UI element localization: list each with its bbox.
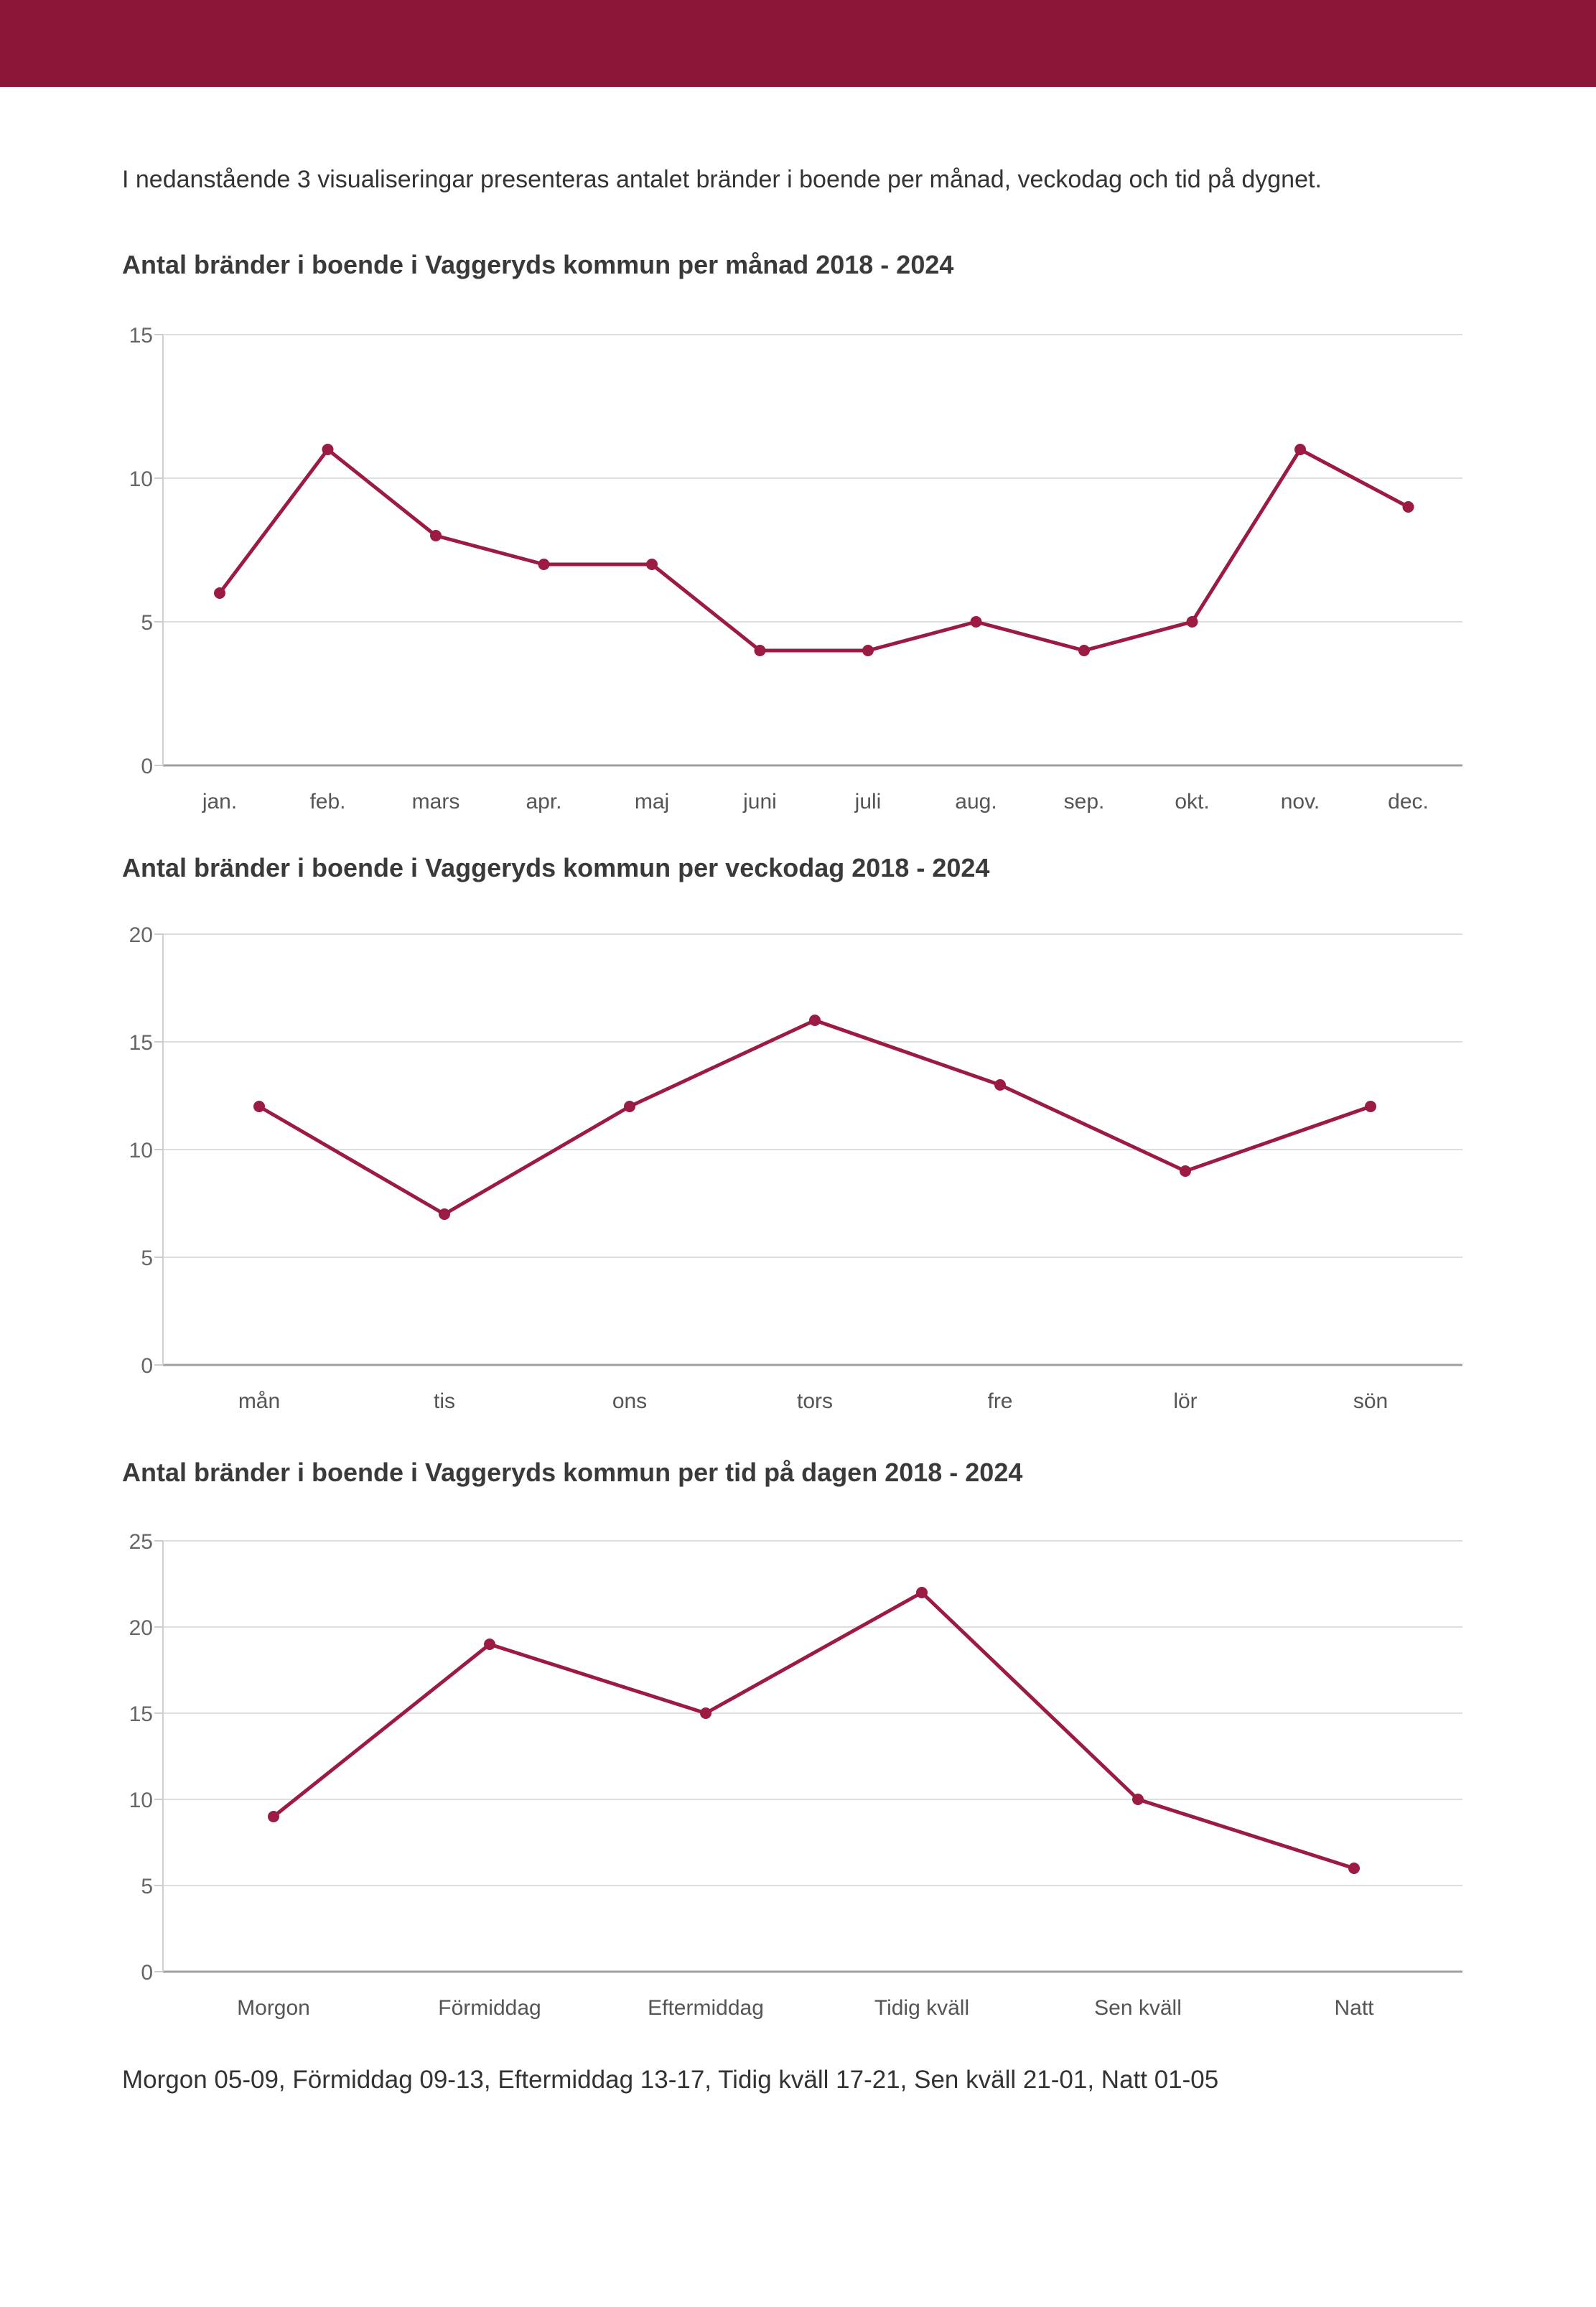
data-point-Tidig kväll[interactable]	[916, 1587, 928, 1598]
series-line	[271, 1590, 1356, 1870]
x-category-label: dec.	[1388, 790, 1429, 814]
data-point-sön[interactable]	[1365, 1101, 1376, 1112]
y-tick-label: 5	[141, 1246, 153, 1270]
chart-title-monthly: Antal bränder i boende i Vaggeryds kommu…	[122, 250, 954, 279]
x-category-label: ons	[612, 1389, 647, 1413]
y-tick-label: 25	[129, 1530, 153, 1554]
chart-title-weekday: Antal bränder i boende i Vaggeryds kommu…	[122, 853, 990, 882]
data-point-mars[interactable]	[430, 530, 442, 541]
y-tick-label: 15	[129, 324, 153, 348]
x-category-label: apr.	[526, 790, 561, 814]
x-category-label: okt.	[1175, 790, 1209, 814]
y-tick-label: 20	[129, 1616, 153, 1640]
x-category-label: sön	[1353, 1389, 1388, 1413]
y-tick-label: 10	[129, 467, 153, 491]
data-point-sep.[interactable]	[1078, 645, 1090, 656]
x-category-label: Eftermiddag	[648, 1996, 764, 2020]
data-point-apr.[interactable]	[538, 559, 550, 570]
x-category-label: Natt	[1334, 1996, 1374, 2020]
data-point-feb.[interactable]	[322, 444, 334, 455]
data-point-okt.[interactable]	[1186, 616, 1198, 628]
data-point-ons[interactable]	[624, 1101, 635, 1112]
y-tick-label: 0	[141, 1961, 153, 1985]
monthly-chart: 0 5 10 15 jan. feb. mars apr. maj juni juli aug. sep…	[129, 324, 1462, 814]
data-point-dec.[interactable]	[1402, 501, 1414, 513]
x-category-label: aug.	[955, 790, 997, 814]
x-category-label: juni	[742, 790, 777, 814]
intro-text: I nedanstående 3 visualiseringar present…	[122, 166, 1322, 193]
data-point-Eftermiddag[interactable]	[700, 1707, 711, 1719]
data-point-juni[interactable]	[754, 645, 766, 656]
data-point-Natt[interactable]	[1348, 1863, 1360, 1874]
y-tick-label: 10	[129, 1139, 153, 1162]
time-ranges-note: Morgon 05-09, Förmiddag 09-13, Eftermidd…	[122, 2066, 1219, 2094]
x-category-label: jan.	[202, 790, 237, 814]
data-point-Morgon[interactable]	[268, 1811, 279, 1822]
data-point-Förmiddag[interactable]	[484, 1639, 495, 1650]
data-point-mån[interactable]	[253, 1101, 265, 1112]
x-category-label: tors	[797, 1389, 833, 1413]
x-category-label: feb.	[309, 790, 345, 814]
data-point-maj[interactable]	[646, 559, 658, 570]
data-point-fre[interactable]	[994, 1079, 1006, 1091]
x-category-label: lör	[1173, 1389, 1197, 1413]
y-tick-label: 5	[141, 611, 153, 635]
y-tick-label: 0	[141, 755, 153, 778]
x-category-label: mars	[412, 790, 460, 814]
x-category-label: Morgon	[237, 1996, 310, 2020]
chart-title-time-of-day: Antal bränder i boende i Vaggeryds kommu…	[122, 1458, 1023, 1487]
y-tick-label: 20	[129, 923, 153, 947]
series-line	[257, 1018, 1373, 1216]
x-category-label: maj	[635, 790, 669, 814]
time-of-day-chart: 0 5 10 15 20 25 Morgon Förmiddag Eftermiddag Tidi…	[129, 1530, 1462, 2020]
data-point-tors[interactable]	[809, 1015, 821, 1026]
series-line	[218, 447, 1410, 653]
data-point-nov.[interactable]	[1294, 444, 1306, 455]
x-category-label: mån	[238, 1389, 280, 1413]
x-category-label: nov.	[1281, 790, 1320, 814]
y-tick-label: 15	[129, 1031, 153, 1055]
data-point-jan.[interactable]	[214, 587, 225, 599]
y-tick-label: 5	[141, 1875, 153, 1898]
x-category-label: Tidig kväll	[874, 1996, 969, 2020]
x-category-label: Förmiddag	[438, 1996, 541, 2020]
x-category-label: fre	[987, 1389, 1012, 1413]
x-category-label: tis	[434, 1389, 455, 1413]
weekday-chart: 0 5 10 15 20 mån tis ons tors fre lör sön	[129, 923, 1462, 1413]
data-point-Sen kväll[interactable]	[1132, 1794, 1144, 1805]
y-tick-label: 10	[129, 1789, 153, 1812]
data-point-juli[interactable]	[862, 645, 874, 656]
x-category-label: Sen kväll	[1094, 1996, 1182, 2020]
x-category-label: juli	[854, 790, 882, 814]
data-point-tis[interactable]	[439, 1208, 450, 1220]
data-point-lör[interactable]	[1180, 1165, 1191, 1177]
x-category-label: sep.	[1064, 790, 1105, 814]
header-bar	[0, 0, 1596, 87]
y-tick-label: 0	[141, 1354, 153, 1378]
data-point-aug.[interactable]	[970, 616, 982, 628]
y-tick-label: 15	[129, 1702, 153, 1726]
